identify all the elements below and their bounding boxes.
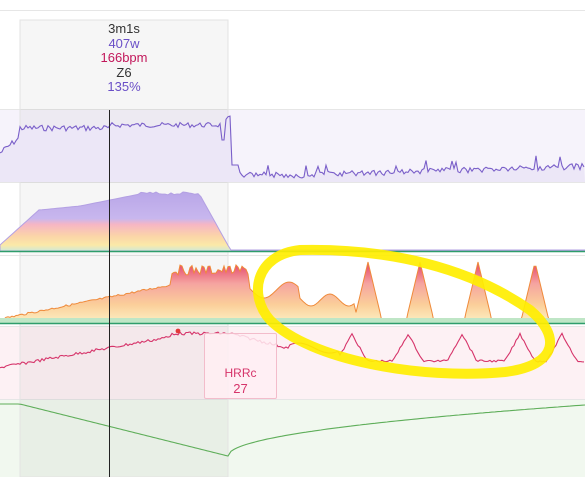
secondary-line — [0, 403, 585, 457]
power-area — [0, 116, 585, 182]
tooltip-zone: Z6 — [116, 64, 132, 80]
tooltip-percent: 135% — [107, 79, 141, 95]
hrrc-label: HRRc — [224, 366, 257, 380]
heart-rate-line — [0, 331, 585, 369]
tooltip-time: 3m1s — [108, 21, 140, 36]
highlight-ellipse — [252, 244, 556, 379]
hrrc-value: 27 — [233, 381, 248, 396]
tooltip-power: 407w — [108, 35, 140, 51]
track-separators — [0, 10, 585, 400]
power-line — [0, 115, 585, 179]
hrrc-marker[interactable]: HRRc 27 — [204, 333, 277, 399]
cursor-tooltip: 3m1s 407w 166bpm Z6 135% — [20, 21, 228, 95]
hr-zone-green-band — [0, 318, 585, 324]
tooltip-heart-rate: 166bpm — [100, 50, 148, 66]
hr-peak-marker — [175, 328, 181, 334]
